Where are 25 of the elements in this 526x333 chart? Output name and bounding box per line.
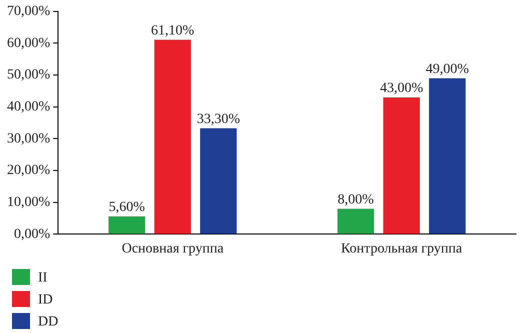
y-tick-label: 10,00%: [6, 195, 50, 210]
y-tick-label: 0,00%: [14, 226, 50, 242]
x-tick-label: Основная группа: [122, 241, 224, 256]
legend-label: ID: [38, 292, 53, 308]
data-label: 33,30%: [196, 112, 240, 127]
data-label: 61,10%: [151, 23, 195, 38]
y-tick-label: 60,00%: [6, 36, 50, 51]
y-tick-label: 50,00%: [6, 68, 50, 83]
bar: [108, 216, 146, 234]
y-tick-label: 40,00%: [6, 100, 50, 115]
bar: [429, 78, 466, 234]
x-tick-label: Контрольная группа: [341, 241, 463, 256]
legend-label: DD: [38, 314, 58, 330]
bar: [154, 40, 191, 234]
data-label: 49,00%: [426, 62, 470, 77]
y-tick-label: 20,00%: [6, 163, 50, 178]
bar: [200, 128, 237, 234]
bar: [383, 97, 420, 234]
data-label: 5,60%: [108, 200, 146, 216]
data-label: 43,00%: [380, 81, 424, 96]
bar: [337, 208, 374, 234]
legend-label: II: [38, 270, 48, 286]
y-tick-label: 30,00%: [6, 131, 50, 146]
y-tick-label: 70,00%: [6, 4, 50, 20]
data-label: 8,00%: [338, 192, 374, 208]
